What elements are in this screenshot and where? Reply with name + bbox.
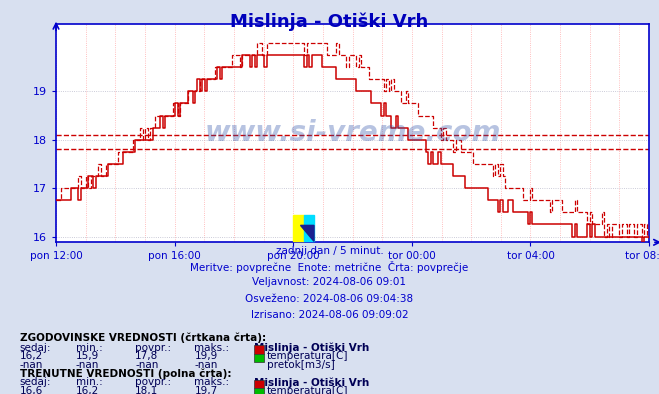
Text: min.:: min.: (76, 343, 103, 353)
Text: Izrisano: 2024-08-06 09:09:02: Izrisano: 2024-08-06 09:09:02 (250, 310, 409, 320)
Text: -nan: -nan (135, 360, 158, 370)
Polygon shape (301, 225, 314, 242)
Text: povpr.:: povpr.: (135, 343, 171, 353)
Text: 19,9: 19,9 (194, 351, 217, 361)
Text: temperatura[C]: temperatura[C] (267, 351, 349, 361)
Text: -nan: -nan (76, 360, 99, 370)
Text: 18,1: 18,1 (135, 386, 158, 394)
Text: povpr.:: povpr.: (135, 377, 171, 387)
Text: Osveženo: 2024-08-06 09:04:38: Osveženo: 2024-08-06 09:04:38 (245, 294, 414, 304)
Text: Mislinja - Otiški Vrh: Mislinja - Otiški Vrh (231, 13, 428, 31)
Text: 15,9: 15,9 (76, 351, 99, 361)
Text: -nan: -nan (20, 360, 43, 370)
Text: 16,6: 16,6 (20, 386, 43, 394)
Text: Meritve: povprečne  Enote: metrične  Črta: povprečje: Meritve: povprečne Enote: metrične Črta:… (190, 261, 469, 273)
Bar (293, 215, 304, 242)
Text: temperatura[C]: temperatura[C] (267, 386, 349, 394)
Text: maks.:: maks.: (194, 377, 229, 387)
Text: www.si-vreme.com: www.si-vreme.com (204, 119, 501, 147)
Text: 16,2: 16,2 (20, 351, 43, 361)
Text: ZGODOVINSKE VREDNOSTI (črtkana črta):: ZGODOVINSKE VREDNOSTI (črtkana črta): (20, 333, 266, 344)
Text: -nan: -nan (194, 360, 217, 370)
Text: TRENUTNE VREDNOSTI (polna črta):: TRENUTNE VREDNOSTI (polna črta): (20, 368, 231, 379)
Text: sedaj:: sedaj: (20, 343, 51, 353)
Text: Veljavnost: 2024-08-06 09:01: Veljavnost: 2024-08-06 09:01 (252, 277, 407, 287)
Text: Mislinja - Otiški Vrh: Mislinja - Otiški Vrh (254, 377, 369, 388)
Text: maks.:: maks.: (194, 343, 229, 353)
Text: 19,7: 19,7 (194, 386, 217, 394)
Text: 17,8: 17,8 (135, 351, 158, 361)
Text: zadnji dan / 5 minut.: zadnji dan / 5 minut. (275, 246, 384, 256)
Text: sedaj:: sedaj: (20, 377, 51, 387)
Text: min.:: min.: (76, 377, 103, 387)
Text: 16,2: 16,2 (76, 386, 99, 394)
Text: Mislinja - Otiški Vrh: Mislinja - Otiški Vrh (254, 343, 369, 353)
Bar (304, 215, 314, 242)
Text: pretok[m3/s]: pretok[m3/s] (267, 360, 335, 370)
